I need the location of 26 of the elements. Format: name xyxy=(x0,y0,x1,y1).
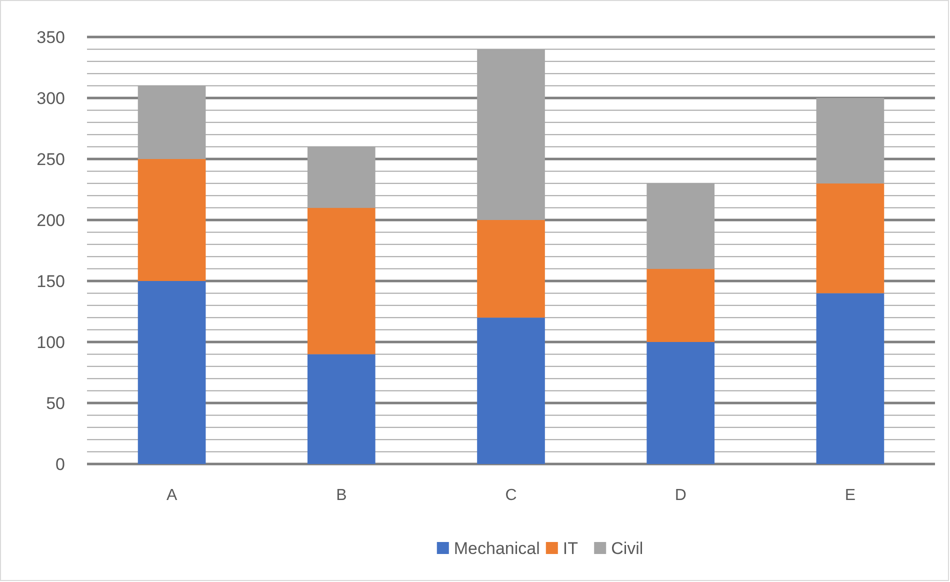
legend-label: IT xyxy=(562,538,578,558)
y-tick-label: 200 xyxy=(36,210,65,230)
x-tick-label: C xyxy=(505,487,517,504)
y-tick-label: 150 xyxy=(36,272,65,291)
y-tick-label: 100 xyxy=(36,332,65,352)
y-tick-label: 350 xyxy=(36,28,65,47)
x-tick-label: B xyxy=(336,487,347,504)
bar xyxy=(307,208,376,354)
bar xyxy=(477,220,545,318)
bar xyxy=(816,183,884,294)
bar xyxy=(138,281,206,464)
legend-label: Mechanical xyxy=(454,538,540,558)
y-tick-label: 250 xyxy=(36,150,65,169)
bar xyxy=(646,342,715,464)
y-tick-label: 300 xyxy=(36,88,65,108)
bar xyxy=(816,293,884,464)
x-tick-label: E xyxy=(844,487,856,504)
y-tick-label: 0 xyxy=(56,454,65,474)
bar xyxy=(307,354,376,464)
bar xyxy=(138,159,206,281)
x-tick-label: A xyxy=(166,487,178,504)
x-tick-label: D xyxy=(674,487,686,504)
bar xyxy=(646,268,715,342)
bar xyxy=(477,318,545,464)
legend-label: Civil xyxy=(611,538,644,558)
y-tick-label: 50 xyxy=(46,394,65,413)
